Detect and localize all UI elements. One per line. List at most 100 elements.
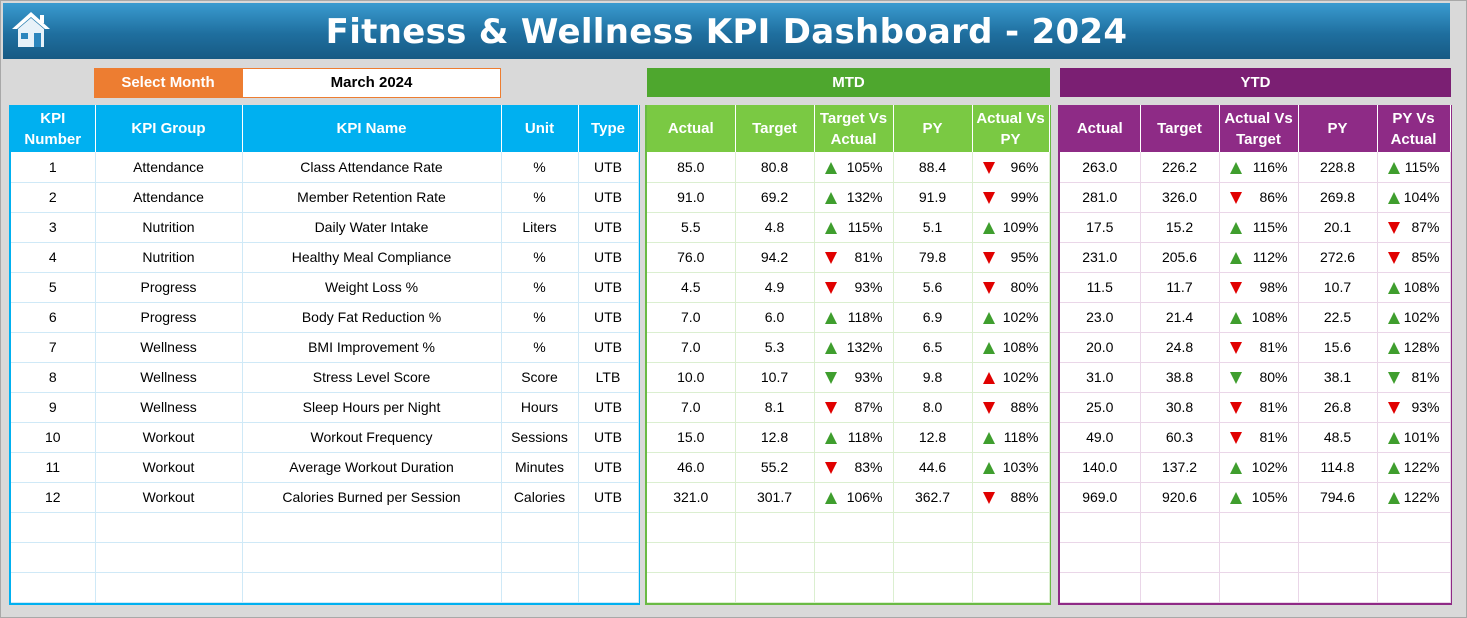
table-row: 7.0 6.0 118% 6.9 102% bbox=[647, 302, 1050, 333]
percent-value: 109% bbox=[1002, 219, 1039, 235]
kpi-unit-cell: % bbox=[501, 272, 579, 303]
ytd-target-cell: 38.8 bbox=[1140, 362, 1220, 393]
kpi-type-cell: UTB bbox=[578, 422, 639, 453]
select-month-label: Select Month bbox=[94, 68, 242, 98]
down-arrow-icon bbox=[1387, 372, 1400, 385]
table-row bbox=[11, 542, 639, 573]
kpi-name-cell: Body Fat Reduction % bbox=[242, 302, 502, 333]
percent-value: 102% bbox=[1002, 309, 1039, 325]
percent-value: 106% bbox=[846, 489, 883, 505]
indicator-cell: 86% bbox=[1219, 182, 1299, 213]
mtd-py-cell: 9.8 bbox=[893, 362, 973, 393]
percent-value: 95% bbox=[1010, 249, 1039, 265]
percent-value: 112% bbox=[1252, 249, 1288, 265]
percent-value: 118% bbox=[1003, 429, 1039, 445]
percent-value: 105% bbox=[846, 158, 883, 175]
up-arrow-icon bbox=[982, 312, 995, 325]
percent-value: 96% bbox=[1010, 158, 1039, 175]
table-row: 8 Wellness Stress Level Score Score LTB bbox=[11, 362, 639, 393]
up-arrow-icon bbox=[982, 432, 995, 445]
table-row: 2 Attendance Member Retention Rate% UTB bbox=[11, 182, 639, 213]
mtd-target-cell: 55.2 bbox=[735, 452, 815, 483]
kpi-header-3: Unit bbox=[501, 105, 579, 152]
empty-cell bbox=[578, 542, 639, 573]
empty-cell bbox=[1060, 512, 1141, 543]
indicator-cell: 118% bbox=[814, 422, 894, 453]
ytd-py-cell: 228.8 bbox=[1298, 152, 1378, 183]
percent-value: 80% bbox=[1010, 279, 1039, 295]
ytd-actual-cell: 49.0 bbox=[1060, 422, 1141, 453]
kpi-unit-cell: % bbox=[501, 152, 579, 183]
ytd-target-cell: 30.8 bbox=[1140, 392, 1220, 423]
percent-value: 115% bbox=[847, 219, 883, 235]
percent-value: 102% bbox=[1002, 369, 1039, 385]
table-row: 46.0 55.2 83% 44.6 103% bbox=[647, 452, 1050, 483]
indicator-cell: 122% bbox=[1377, 482, 1451, 513]
table-row: 5.5 4.8 115% 5.1 109% bbox=[647, 212, 1050, 243]
kpi-unit-cell: Calories bbox=[501, 482, 579, 513]
ytd-target-cell: 21.4 bbox=[1140, 302, 1220, 333]
kpi-name-cell: Sleep Hours per Night bbox=[242, 392, 502, 423]
percent-value: 85% bbox=[1411, 249, 1440, 265]
ytd-target-cell: 60.3 bbox=[1140, 422, 1220, 453]
empty-cell bbox=[1140, 512, 1220, 543]
indicator-cell: 80% bbox=[1219, 362, 1299, 393]
indicator-cell: 102% bbox=[972, 302, 1050, 333]
empty-cell bbox=[814, 572, 894, 603]
percent-value: 116% bbox=[1252, 158, 1288, 175]
up-arrow-icon bbox=[1229, 162, 1242, 175]
kpi-num-cell: 1 bbox=[11, 152, 96, 183]
indicator-cell: 81% bbox=[814, 242, 894, 273]
ytd-target-cell: 15.2 bbox=[1140, 212, 1220, 243]
mtd-target-cell: 4.8 bbox=[735, 212, 815, 243]
up-arrow-icon bbox=[824, 162, 837, 175]
table-row: 4 Nutrition Healthy Meal Compliance% UTB bbox=[11, 242, 639, 273]
kpi-type-cell: UTB bbox=[578, 182, 639, 213]
month-dropdown[interactable]: March 2024 bbox=[242, 68, 501, 98]
percent-value: 93% bbox=[854, 279, 883, 295]
ytd-actual-cell: 281.0 bbox=[1060, 182, 1141, 213]
indicator-cell: 128% bbox=[1377, 332, 1451, 363]
kpi-type-cell: UTB bbox=[578, 332, 639, 363]
percent-value: 83% bbox=[854, 459, 883, 475]
mtd-header-3: PY bbox=[893, 105, 973, 152]
down-arrow-icon bbox=[1229, 372, 1242, 385]
percent-value: 122% bbox=[1403, 489, 1440, 505]
down-arrow-icon bbox=[982, 282, 995, 295]
up-arrow-icon bbox=[824, 192, 837, 205]
mtd-actual-cell: 321.0 bbox=[647, 482, 736, 513]
down-arrow-icon bbox=[982, 402, 995, 415]
up-arrow-icon bbox=[1387, 462, 1400, 475]
up-arrow-icon bbox=[1387, 492, 1400, 505]
empty-cell bbox=[1219, 512, 1299, 543]
table-row bbox=[11, 572, 639, 603]
indicator-cell: 115% bbox=[1219, 212, 1299, 243]
percent-value: 103% bbox=[1002, 459, 1039, 475]
mtd-actual-cell: 5.5 bbox=[647, 212, 736, 243]
percent-value: 118% bbox=[847, 429, 883, 445]
ytd-header-0: Actual bbox=[1060, 105, 1141, 152]
kpi-num-cell: 3 bbox=[11, 212, 96, 243]
kpi-type-cell: UTB bbox=[578, 302, 639, 333]
table-row: 3 Nutrition Daily Water Intake Liters UTB bbox=[11, 212, 639, 243]
empty-cell bbox=[11, 572, 96, 603]
mtd-py-cell: 12.8 bbox=[893, 422, 973, 453]
percent-value: 108% bbox=[1002, 339, 1039, 355]
ytd-target-cell: 226.2 bbox=[1140, 152, 1220, 183]
kpi-unit-cell: Liters bbox=[501, 212, 579, 243]
up-arrow-icon bbox=[1229, 492, 1242, 505]
indicator-cell: 132% bbox=[814, 332, 894, 363]
indicator-cell: 101% bbox=[1377, 422, 1451, 453]
down-arrow-icon bbox=[1229, 192, 1242, 205]
empty-cell bbox=[735, 572, 815, 603]
indicator-cell: 118% bbox=[972, 422, 1050, 453]
kpi-group-cell: Progress bbox=[95, 302, 243, 333]
table-row: 321.0 301.7 106% 362.7 88% bbox=[647, 482, 1050, 513]
indicator-cell: 98% bbox=[1219, 272, 1299, 303]
down-arrow-icon bbox=[1387, 402, 1400, 415]
empty-cell bbox=[1298, 572, 1378, 603]
table-row: 4.5 4.9 93% 5.6 80% bbox=[647, 272, 1050, 303]
ytd-header-3: PY bbox=[1298, 105, 1378, 152]
home-button[interactable] bbox=[9, 9, 53, 51]
kpi-type-cell: UTB bbox=[578, 482, 639, 513]
